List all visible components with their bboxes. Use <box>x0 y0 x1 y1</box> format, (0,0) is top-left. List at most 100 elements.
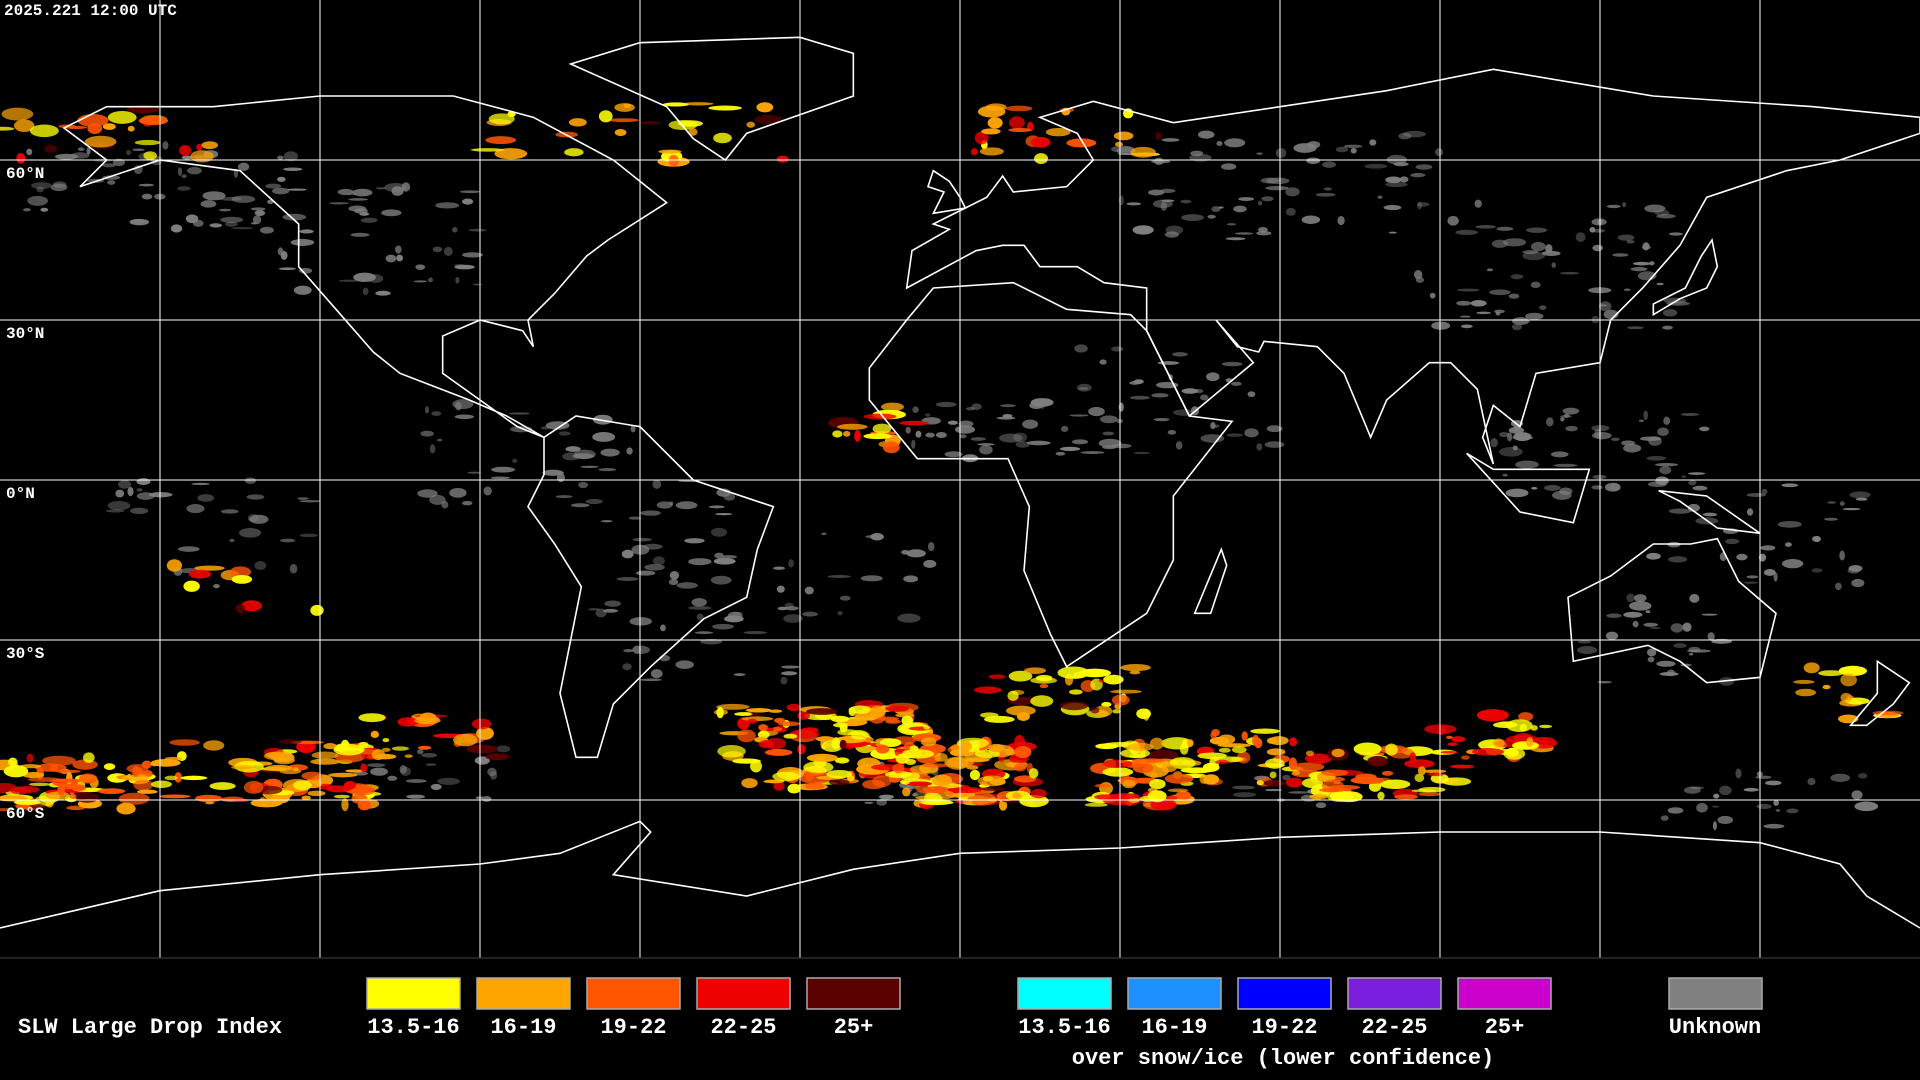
cloud-region <box>220 509 239 514</box>
cloud-region <box>406 794 425 799</box>
cloud-region <box>981 128 1001 135</box>
cloud-region <box>1323 187 1332 191</box>
latitude-label: 60°S <box>6 805 45 823</box>
cloud-region <box>1793 679 1815 685</box>
cloud-region <box>604 600 622 607</box>
cloud-region <box>1760 545 1776 551</box>
cloud-region <box>1457 288 1480 292</box>
legend-label: 16-19 <box>1141 1015 1207 1040</box>
cloud-region <box>1030 677 1058 684</box>
cloud-region <box>57 784 66 796</box>
cloud-region <box>1773 572 1778 582</box>
cloud-region <box>401 182 411 192</box>
cloud-region <box>558 431 571 436</box>
cloud-region <box>1388 231 1397 234</box>
cloud-region <box>1166 795 1178 801</box>
cloud-region <box>1103 674 1124 685</box>
cloud-region <box>1553 463 1578 468</box>
cloud-region <box>201 141 218 150</box>
cloud-region <box>1476 311 1491 315</box>
cloud-region <box>1599 304 1608 307</box>
legend-swatch <box>696 977 791 1010</box>
cloud-region <box>764 749 793 756</box>
cloud-region <box>1822 684 1831 690</box>
cloud-region <box>1260 177 1279 184</box>
cloud-region <box>1719 785 1732 796</box>
cloud-region <box>598 467 617 472</box>
cloud-region <box>924 413 931 417</box>
cloud-region <box>781 665 800 669</box>
cloud-region <box>134 139 161 146</box>
cloud-region <box>1872 710 1904 716</box>
cloud-region <box>1217 743 1252 748</box>
cloud-region <box>1315 192 1336 197</box>
cloud-region <box>231 765 253 770</box>
cloud-region <box>542 469 564 476</box>
cloud-region <box>1617 234 1635 241</box>
cloud-region <box>1609 482 1620 491</box>
cloud-region <box>1129 670 1141 675</box>
cloud-region <box>1576 646 1598 655</box>
cloud-region <box>1198 130 1215 139</box>
cloud-region <box>249 514 269 524</box>
cloud-region <box>121 774 150 781</box>
legend-swatch <box>1017 977 1112 1010</box>
cloud-region <box>483 486 492 496</box>
cloud-region <box>1165 225 1184 235</box>
cloud-region <box>87 123 103 135</box>
cloud-region <box>1155 131 1162 141</box>
cloud-region <box>64 125 88 130</box>
cloud-region <box>585 498 603 505</box>
cloud-region <box>803 761 834 774</box>
cloud-region <box>925 432 935 438</box>
cloud-region <box>1592 474 1607 480</box>
cloud-region <box>185 214 199 224</box>
cloud-region <box>1803 662 1820 674</box>
cloud-region <box>1256 780 1264 786</box>
cloud-region <box>328 772 358 778</box>
cloud-region <box>921 737 937 747</box>
cloud-region <box>435 202 460 209</box>
cloud-region <box>419 712 437 724</box>
cloud-region <box>595 608 607 618</box>
coastline <box>1193 547 1228 615</box>
cloud-region <box>240 600 263 612</box>
cloud-region <box>83 752 95 763</box>
cloud-region <box>1265 185 1289 191</box>
cloud-region <box>218 208 232 212</box>
cloud-region <box>381 747 391 752</box>
cloud-region <box>231 195 256 203</box>
cloud-region <box>231 575 253 584</box>
cloud-region <box>806 708 838 715</box>
cloud-region <box>337 188 354 196</box>
cloud-region <box>107 180 116 185</box>
cloud-region <box>1014 735 1026 749</box>
cloud-region <box>1350 147 1357 154</box>
cloud-region <box>1071 439 1089 445</box>
cloud-region <box>485 753 510 761</box>
cloud-region <box>1699 426 1710 432</box>
cloud-region <box>1258 226 1268 233</box>
cloud-region <box>1282 774 1291 781</box>
cloud-region <box>1606 204 1621 209</box>
cloud-region <box>243 780 264 794</box>
cloud-region <box>1824 517 1838 521</box>
cloud-region <box>1157 361 1180 365</box>
cloud-region <box>592 432 616 442</box>
cloud-region <box>1250 728 1280 734</box>
cloud-region <box>772 771 800 782</box>
cloud-region <box>1626 239 1635 244</box>
cloud-region <box>773 781 785 791</box>
legend-label: 13.5-16 <box>367 1015 459 1040</box>
cloud-region <box>357 799 372 811</box>
cloud-region <box>1335 791 1363 803</box>
cloud-region <box>1220 163 1237 170</box>
cloud-region <box>688 558 712 566</box>
cloud-region <box>1305 750 1315 757</box>
cloud-region <box>1471 748 1504 756</box>
cloud-region <box>188 569 212 579</box>
cloud-region <box>781 671 798 676</box>
cloud-region <box>1560 415 1573 418</box>
cloud-region <box>205 801 215 805</box>
